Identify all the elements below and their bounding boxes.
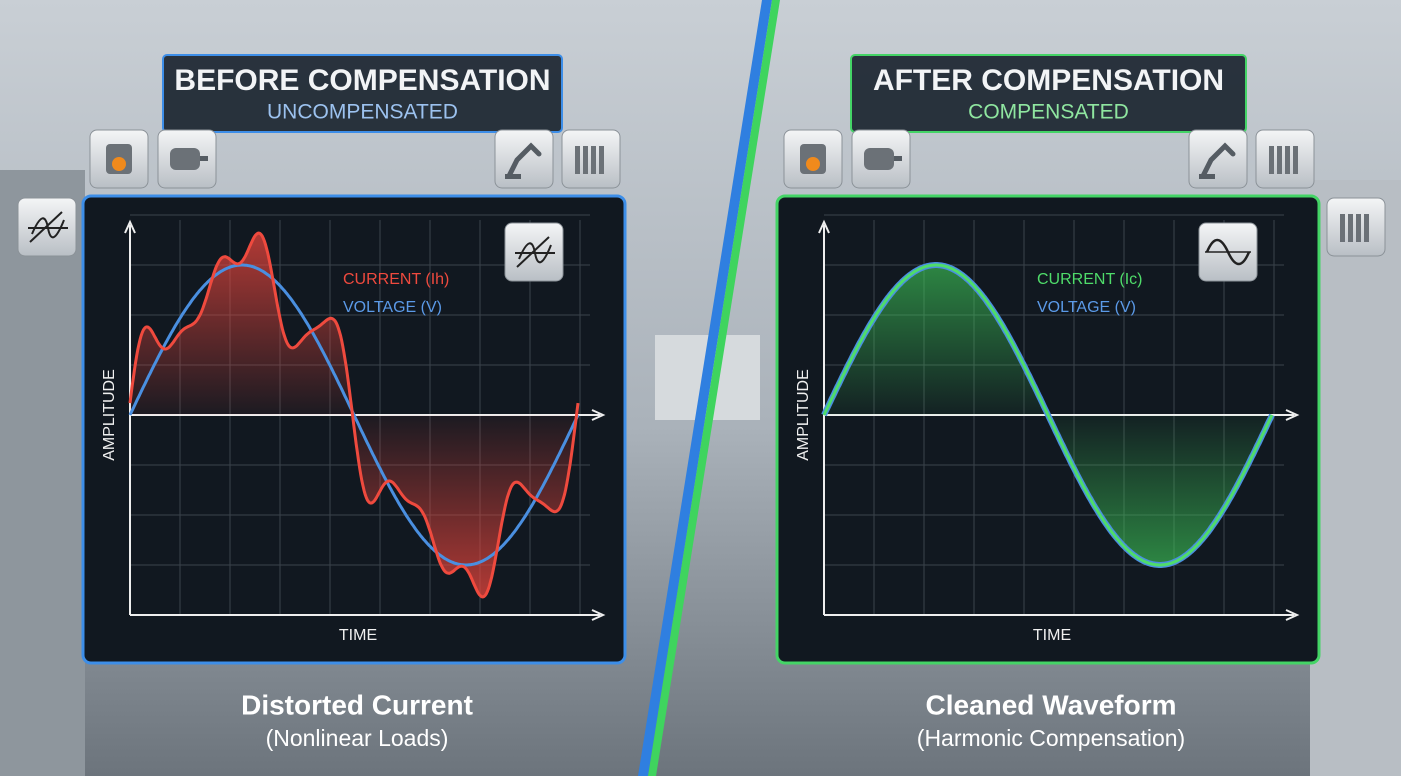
icon-glyph: [575, 146, 580, 174]
icon-glyph: [806, 157, 820, 171]
icon-glyph: [112, 157, 126, 171]
cabinet: [1310, 180, 1401, 776]
icon-glyph: [599, 146, 604, 174]
caption: Distorted Current: [241, 689, 473, 720]
title-box: [162, 54, 563, 133]
icon-glyph: [1285, 146, 1290, 174]
icon-glyph: [1200, 142, 1236, 179]
icon-glyph: [583, 146, 588, 174]
y-axis-label: AMPLITUDE: [795, 369, 812, 461]
icon-glyph: [1340, 214, 1345, 242]
current-wave: [822, 263, 1274, 567]
icon-glyph: [170, 148, 200, 170]
caption-sub: (Nonlinear Loads): [266, 725, 449, 751]
icon: [1188, 129, 1248, 189]
icon-glyph: [515, 236, 555, 268]
caption: Cleaned Waveform: [925, 689, 1176, 720]
icon-glyph: [1277, 146, 1282, 174]
x-axis-label: TIME: [1033, 627, 1071, 644]
icon-glyph: [1269, 146, 1274, 174]
panel-subtitle: COMPENSATED: [968, 101, 1129, 124]
icon-glyph: [1348, 214, 1353, 242]
icon-glyph: [1364, 214, 1369, 242]
caption-sub: (Harmonic Compensation): [917, 725, 1185, 751]
panel-title: AFTER COMPENSATION: [873, 64, 1224, 97]
icon-glyph: [1199, 174, 1215, 179]
panels: BEFORE COMPENSATION UNCOMPENSATED AMPLITUD…: [17, 54, 1386, 751]
icon-glyph: [505, 174, 521, 179]
legend-voltage: VOLTAGE (V): [1037, 299, 1136, 316]
divider-blue: [638, 0, 772, 776]
panel: BEFORE COMPENSATION UNCOMPENSATED AMPLITUD…: [81, 54, 627, 751]
icon: [494, 129, 554, 189]
icon-glyph: [894, 156, 902, 161]
y-axis-label: AMPLITUDE: [101, 369, 118, 461]
x-axis: [130, 609, 606, 621]
cabinet: [0, 170, 85, 776]
y-axis: [124, 219, 136, 615]
icon-glyph: [1356, 214, 1361, 242]
divider-green: [648, 0, 780, 776]
panel-title: BEFORE COMPENSATION: [174, 64, 550, 97]
x-axis-label: TIME: [339, 627, 377, 644]
current-wave: [128, 231, 580, 599]
x-axis: [824, 609, 1300, 621]
icon-glyph: [1293, 146, 1298, 174]
legend-current: CURRENT (Ic): [1037, 271, 1142, 288]
icon-glyph: [506, 142, 542, 179]
title-box: [850, 54, 1247, 133]
icon-glyph: [864, 148, 894, 170]
panel-subtitle: UNCOMPENSATED: [267, 101, 458, 124]
legend-current: CURRENT (Ih): [343, 271, 449, 288]
y-axis: [818, 219, 830, 615]
panel: AFTER COMPENSATION COMPENSATED AMPLITUDE TI…: [775, 54, 1321, 751]
icon-glyph: [28, 211, 68, 243]
icon-glyph: [200, 156, 208, 161]
icon-glyph: [591, 146, 596, 174]
legend-voltage: VOLTAGE (V): [343, 299, 442, 316]
